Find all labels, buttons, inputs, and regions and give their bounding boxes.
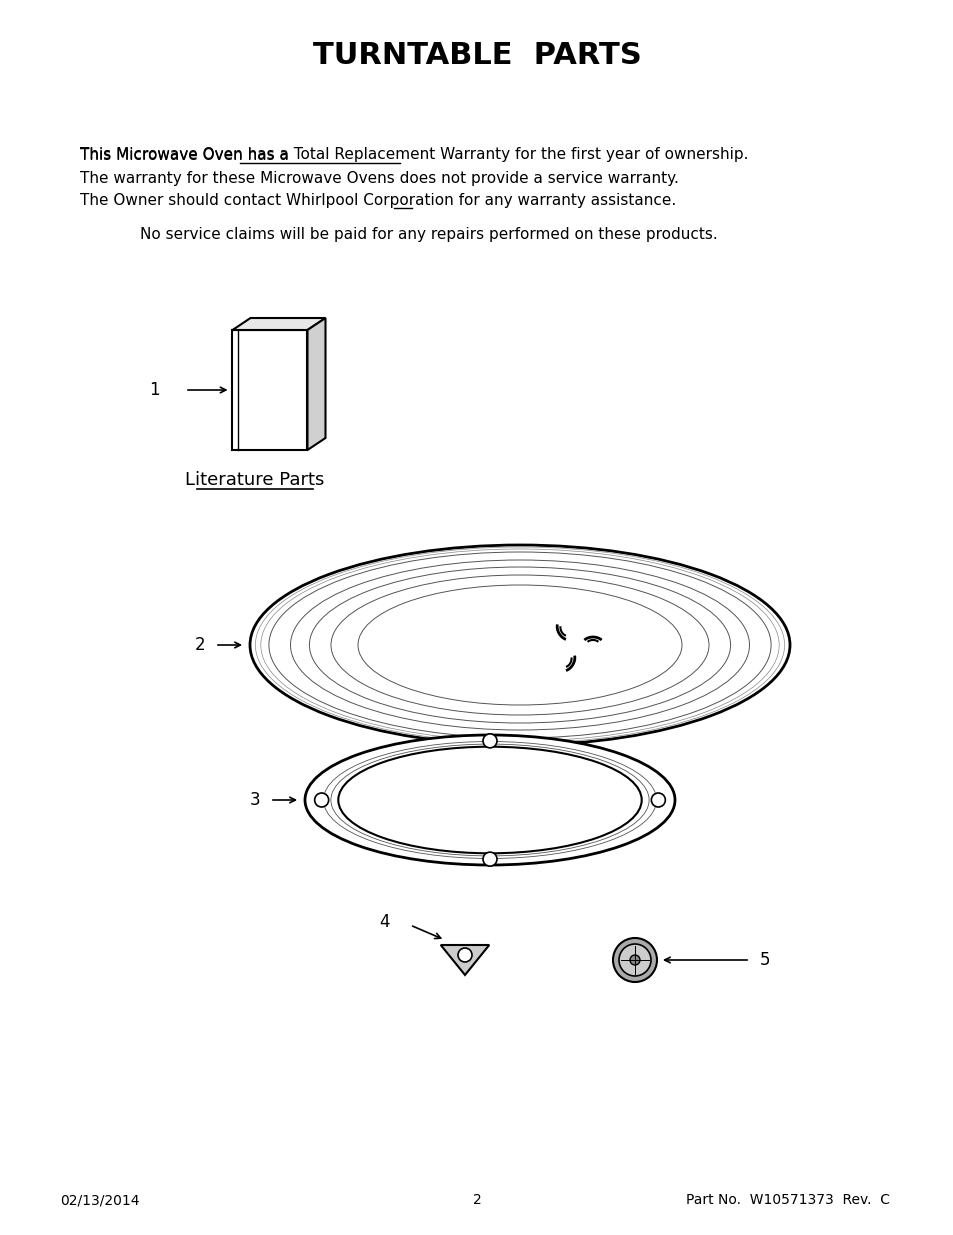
Circle shape bbox=[314, 793, 328, 806]
Text: 1: 1 bbox=[150, 382, 160, 399]
Circle shape bbox=[613, 939, 657, 982]
Circle shape bbox=[457, 948, 472, 962]
Circle shape bbox=[482, 852, 497, 866]
Text: 2: 2 bbox=[194, 636, 205, 655]
Text: This Microwave Oven has a Total Replacement Warranty for the first year of owner: This Microwave Oven has a Total Replacem… bbox=[80, 147, 748, 163]
Circle shape bbox=[618, 944, 650, 976]
Polygon shape bbox=[307, 317, 325, 450]
Text: The Owner should contact Whirlpool Corporation for any warranty assistance.: The Owner should contact Whirlpool Corpo… bbox=[80, 193, 676, 207]
Text: Literature Parts: Literature Parts bbox=[185, 471, 324, 489]
Text: TURNTABLE  PARTS: TURNTABLE PARTS bbox=[313, 41, 640, 69]
Ellipse shape bbox=[305, 735, 675, 864]
Text: 5: 5 bbox=[760, 951, 770, 969]
Text: 02/13/2014: 02/13/2014 bbox=[60, 1193, 139, 1207]
Circle shape bbox=[629, 955, 639, 965]
Polygon shape bbox=[233, 317, 325, 330]
Text: 4: 4 bbox=[379, 913, 390, 931]
Ellipse shape bbox=[250, 545, 789, 745]
Text: Part No.  W10571373  Rev.  C: Part No. W10571373 Rev. C bbox=[685, 1193, 889, 1207]
Text: 2: 2 bbox=[472, 1193, 481, 1207]
Text: The warranty for these Microwave Ovens does not provide a service warranty.: The warranty for these Microwave Ovens d… bbox=[80, 170, 679, 185]
Circle shape bbox=[651, 793, 664, 806]
Text: No service claims will be paid for any repairs performed on these products.: No service claims will be paid for any r… bbox=[140, 227, 717, 242]
Ellipse shape bbox=[338, 747, 641, 853]
Circle shape bbox=[482, 734, 497, 748]
Text: 3: 3 bbox=[249, 790, 260, 809]
FancyBboxPatch shape bbox=[233, 330, 307, 450]
Text: This Microwave Oven has a: This Microwave Oven has a bbox=[80, 147, 294, 163]
Polygon shape bbox=[440, 945, 489, 974]
